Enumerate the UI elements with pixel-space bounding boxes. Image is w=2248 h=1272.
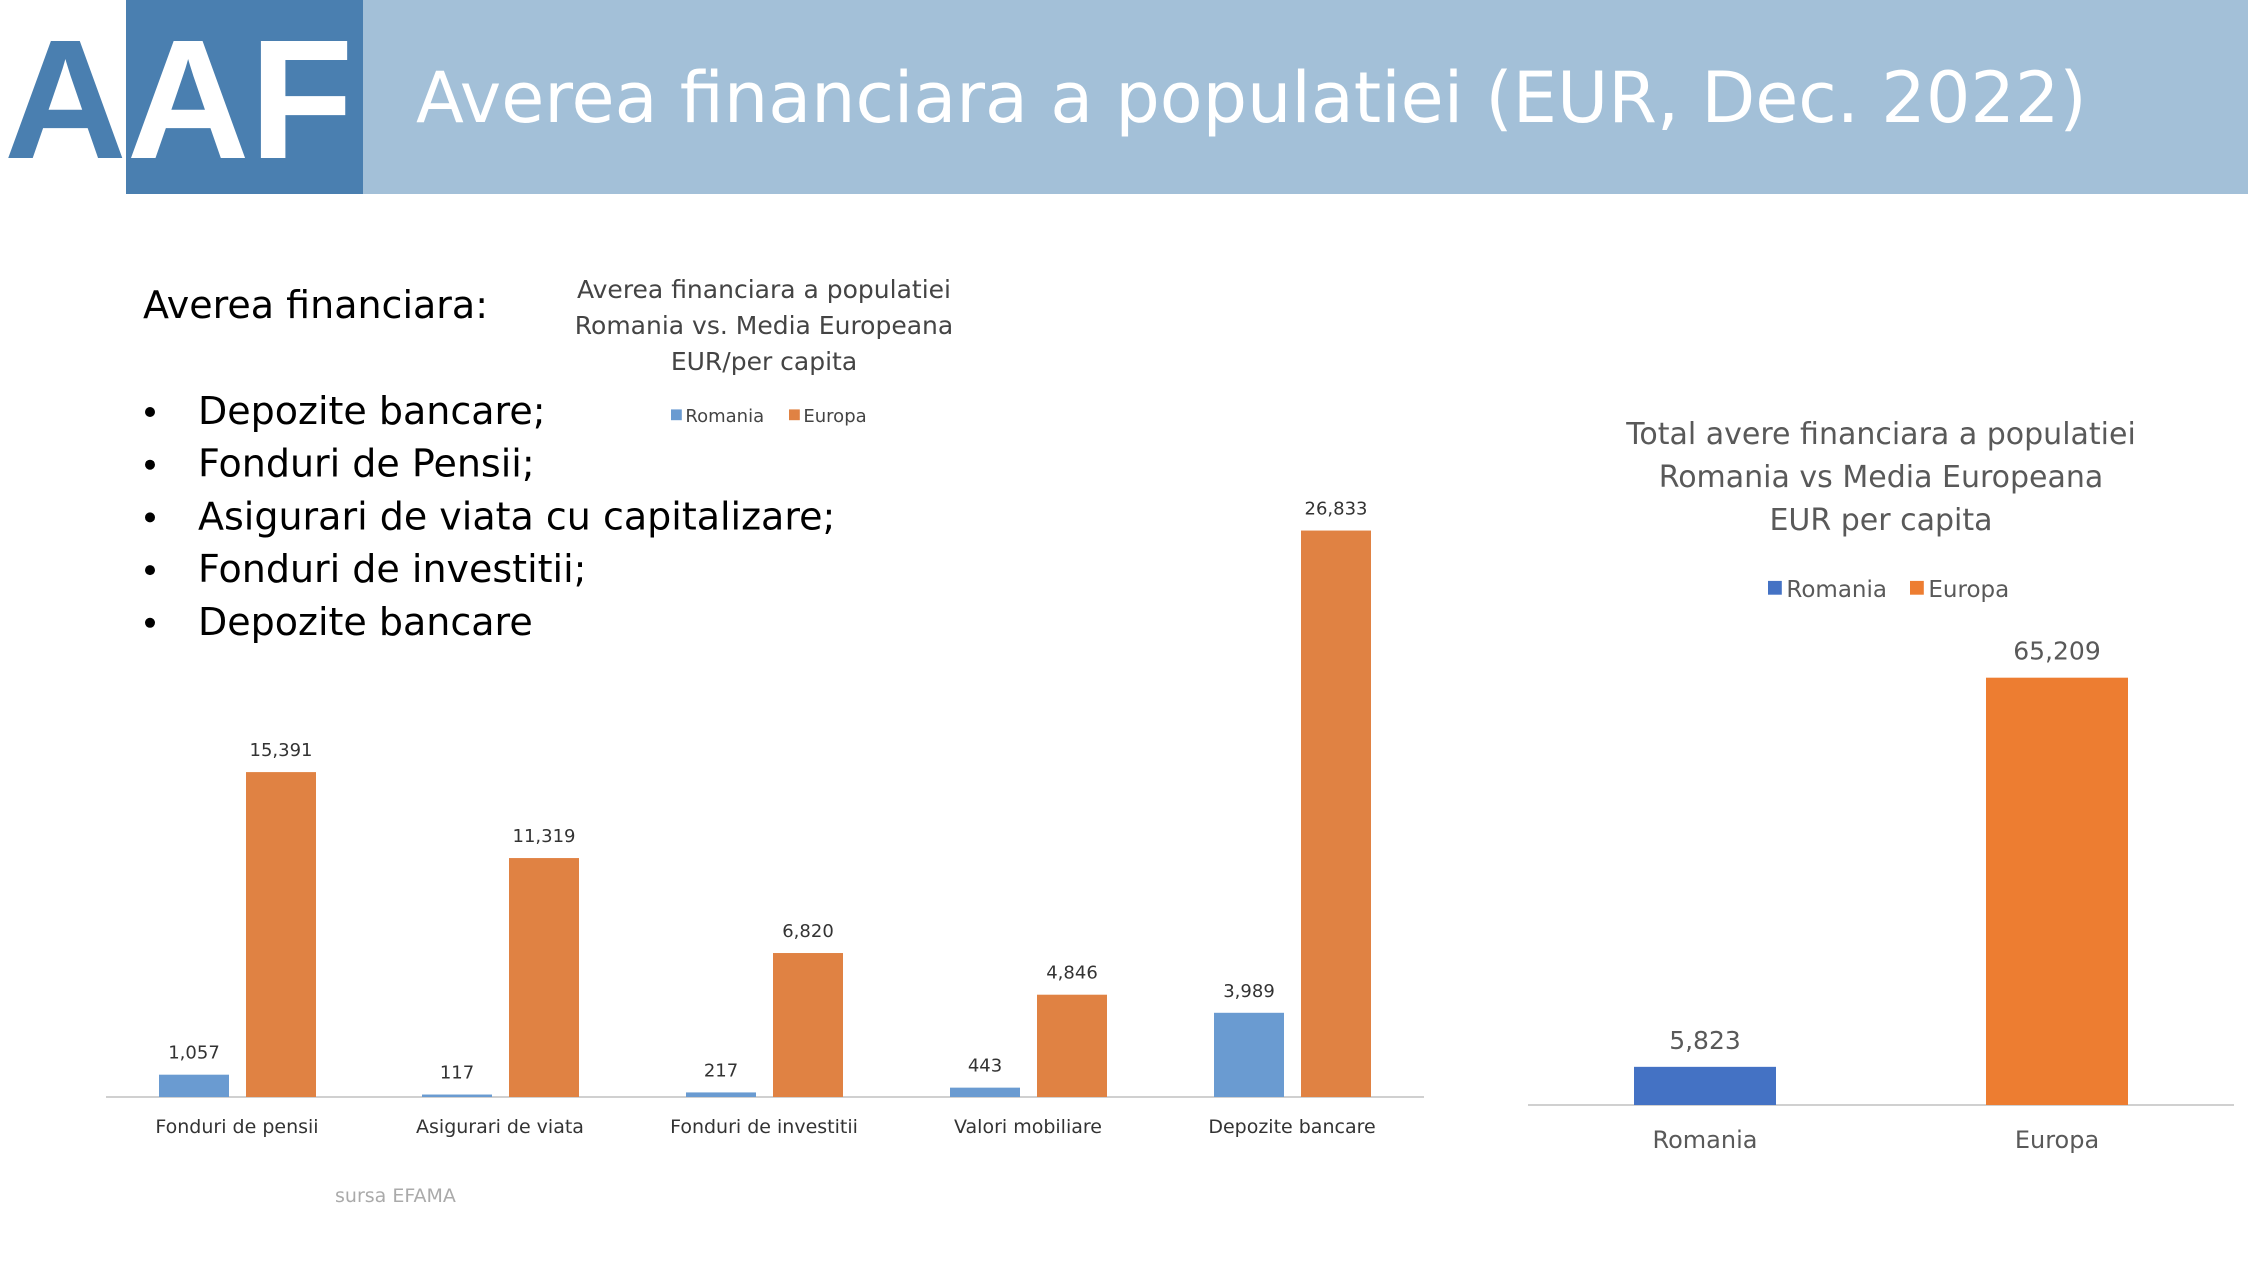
x-tick-label: Asigurari de viata <box>416 1116 584 1138</box>
bar <box>1214 1012 1284 1097</box>
bar <box>159 1074 229 1097</box>
bar <box>773 953 843 1097</box>
bar <box>950 1087 1020 1097</box>
chart-title: EUR/per capita <box>671 347 857 376</box>
bullet: Depozite bancare; <box>198 389 546 433</box>
bullet-dot <box>145 459 155 470</box>
bar <box>1037 994 1107 1097</box>
bullet-dot <box>145 565 155 576</box>
bar <box>246 772 316 1097</box>
legend-swatch <box>1910 580 1924 595</box>
logo-block <box>126 0 363 194</box>
legend-label: Romania <box>685 406 764 427</box>
bullet-dot <box>145 617 155 628</box>
chart-title: Romania vs. Media Europeana <box>575 311 953 340</box>
x-tick-label: Romania <box>1653 1126 1758 1154</box>
x-tick-label: Valori mobiliare <box>954 1116 1102 1138</box>
bullet-dot <box>145 407 155 417</box>
logo: AAF <box>4 5 353 195</box>
data-label: 117 <box>440 1063 474 1084</box>
bar <box>1986 677 2128 1105</box>
legend-swatch <box>671 409 682 421</box>
x-tick-label: Fonduri de investitii <box>670 1116 858 1138</box>
x-tick-label: Europa <box>2015 1126 2099 1154</box>
chart-title: EUR per capita <box>1769 503 1992 538</box>
x-tick-label: Fonduri de pensii <box>155 1116 318 1138</box>
bullet: Fonduri de Pensii; <box>198 442 535 486</box>
bar <box>509 858 579 1097</box>
chart-title: Total avere financiara a populatiei <box>1625 417 2136 452</box>
data-label: 26,833 <box>1305 499 1368 520</box>
legend-swatch <box>789 409 800 421</box>
bullet-dot <box>145 512 155 523</box>
logo-overlay: AAF <box>4 5 353 195</box>
data-label: 11,319 <box>513 826 576 847</box>
data-label: 6,820 <box>782 921 834 942</box>
data-label: 1,057 <box>168 1043 220 1064</box>
bullet: Fonduri de investitii; <box>198 547 586 591</box>
data-label: 4,846 <box>1046 963 1098 984</box>
source: sursa EFAMA <box>335 1185 456 1207</box>
x-tick-label: Depozite bancare <box>1208 1116 1375 1138</box>
heading: Averea financiara: <box>143 283 488 327</box>
bar <box>422 1094 492 1097</box>
data-label: 15,391 <box>250 740 313 761</box>
legend-label: Romania <box>1786 577 1887 603</box>
chart-title: Averea financiara a populatiei <box>577 275 951 304</box>
bullet: Asigurari de viata cu capitalizare; <box>198 494 835 538</box>
logo-white <box>0 0 126 194</box>
chart-title: Romania vs Media Europeana <box>1659 460 2104 495</box>
data-label: 65,209 <box>2013 637 2100 666</box>
bar <box>1301 530 1371 1097</box>
data-label: 3,989 <box>1223 981 1275 1002</box>
legend-label: Europa <box>803 406 866 427</box>
bullet: Depozite bancare <box>198 600 533 644</box>
data-label: 5,823 <box>1669 1026 1741 1055</box>
data-label: 217 <box>704 1060 738 1081</box>
header-title: Averea financiara a populatiei (EUR, Dec… <box>416 57 2087 139</box>
legend-swatch <box>1768 580 1782 595</box>
legend-label: Europa <box>1928 577 2009 603</box>
bar <box>686 1092 756 1097</box>
bar <box>1634 1066 1776 1105</box>
data-label: 443 <box>968 1056 1002 1077</box>
header-band <box>0 0 2248 194</box>
